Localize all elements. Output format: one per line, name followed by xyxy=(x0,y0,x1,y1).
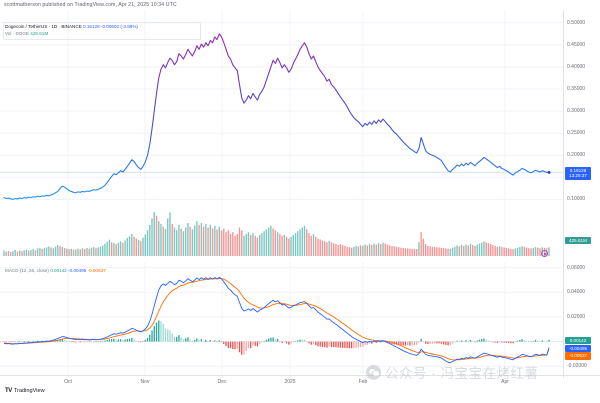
macd-pane[interactable] xyxy=(0,262,563,378)
macd-tick-label: 0.02000 xyxy=(567,313,586,320)
symbol-label: Dogecoin / TetherUS · 1D · BINANCE xyxy=(5,24,82,29)
macd-line-value: -0.00495 xyxy=(68,268,87,273)
watermark-text: 公众号 · 冯宝宝在烤红薯 xyxy=(385,366,539,381)
attribution-text: scottmatherson published on TradingView.… xyxy=(4,2,177,8)
time-tick-label: Apr xyxy=(501,379,509,385)
time-tick-label: Nov xyxy=(140,379,150,385)
tradingview-logo[interactable]: TV TradingView xyxy=(5,388,45,394)
price-tick-label: 0.20000 xyxy=(567,152,586,159)
macd-hist-value: 0.00142 xyxy=(50,268,67,273)
macd-legend[interactable]: MACD (12, 26, close) 0.00142 -0.00495 -0… xyxy=(5,268,106,274)
macd-tick-label: -0.02000 xyxy=(567,363,587,370)
tradingview-wordmark: TradingView xyxy=(13,388,45,394)
volume-value: 425.61M xyxy=(30,31,49,36)
price-tick-label: 0.45000 xyxy=(567,41,586,48)
tradingview-mark-icon: TV xyxy=(5,388,12,394)
legend-box xyxy=(3,22,201,40)
macd-signal-value: -0.00637 xyxy=(87,268,106,273)
price-tick-label: 0.50000 xyxy=(567,19,586,26)
volume-label: Vol · DOGE xyxy=(5,31,29,36)
time-tick-label: Oct xyxy=(64,379,72,385)
macd-title: MACD (12, 26, close) xyxy=(5,268,49,273)
price-tick-label: 0.10000 xyxy=(567,196,586,203)
watermark: 公众号 · 冯宝宝在烤红薯 xyxy=(366,362,539,382)
axis-horizontal-separator xyxy=(0,375,600,376)
macd-tick-label: 0.04000 xyxy=(567,289,586,296)
time-tick-label: Dec xyxy=(217,379,227,385)
volume-indicator-marker[interactable] xyxy=(541,250,548,257)
price-tick-label: 0.35000 xyxy=(567,86,586,92)
price-series-svg xyxy=(0,10,563,258)
axis-vertical-separator xyxy=(563,10,564,378)
legend-price-value: 0.16128 xyxy=(83,24,100,29)
last-price-badge[interactable]: 0.16128 13:25:37 xyxy=(565,166,591,180)
wechat-icon xyxy=(366,364,381,380)
price-axis[interactable]: 0.50000 0.45000 0.40000 0.35000 0.30000 0.250… xyxy=(563,0,600,370)
macd-line-badge[interactable]: -0.00495 xyxy=(565,344,591,353)
macd-series-svg xyxy=(0,262,563,378)
time-tick-label: 2025 xyxy=(284,379,296,385)
price-tick-label: 0.40000 xyxy=(567,64,586,70)
price-pane[interactable] xyxy=(0,10,563,258)
volume-legend[interactable]: Vol · DOGE 425.61M xyxy=(5,31,48,37)
macd-signal-badge[interactable]: -0.00637 xyxy=(565,352,591,360)
time-tick-label: Feb xyxy=(358,379,368,385)
price-tick-label: 0.25000 xyxy=(567,130,586,137)
volume-badge[interactable]: 425.61M xyxy=(565,237,591,245)
legend-price-change: -0.00602 (-3.88%) xyxy=(100,24,138,29)
macd-hist-badge[interactable]: 0.00142 xyxy=(565,336,591,345)
price-tick-label: 0.30000 xyxy=(567,108,586,115)
macd-tick-label: 0.06000 xyxy=(567,264,586,271)
time-axis[interactable]: Oct Nov Dec 2025 Feb Apr xyxy=(0,378,600,390)
price-legend[interactable]: Dogecoin / TetherUS · 1D · BINANCE 0.161… xyxy=(5,24,138,30)
chart-plot-area[interactable]: Dogecoin / TetherUS · 1D · BINANCE 0.161… xyxy=(0,10,600,378)
